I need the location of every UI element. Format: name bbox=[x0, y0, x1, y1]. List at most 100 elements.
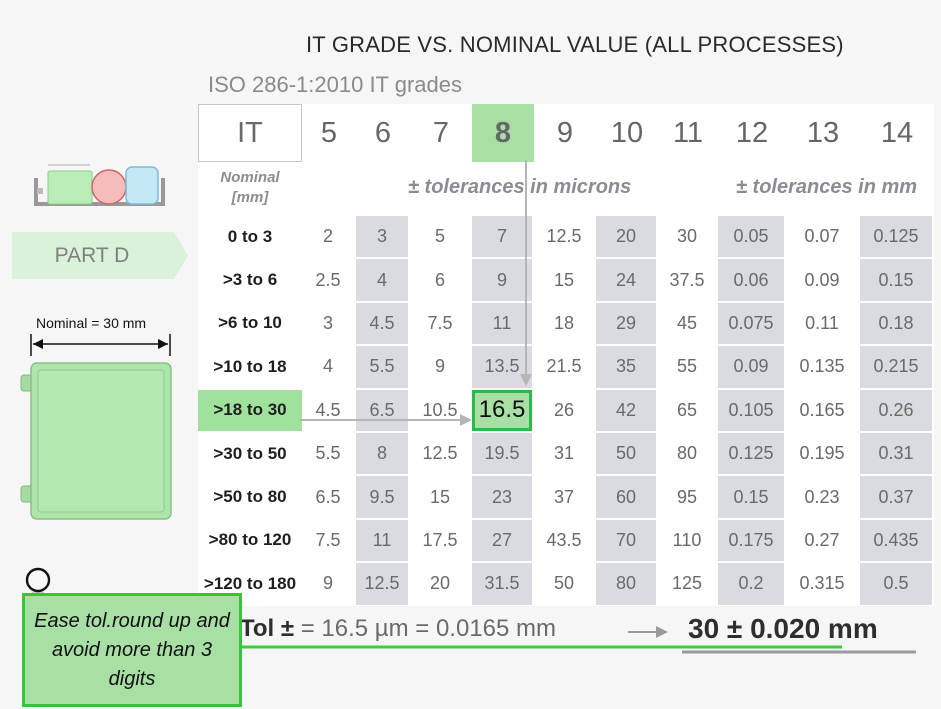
table-cell: 0.15 bbox=[860, 259, 932, 301]
table-cell: 0.23 bbox=[804, 486, 840, 507]
table-cell: 0.2 bbox=[718, 563, 784, 605]
table-cell: 13.5 bbox=[472, 346, 532, 388]
table-cell: 5 bbox=[434, 226, 445, 247]
result-value: 30 ± 0.020 mm bbox=[688, 613, 878, 644]
selected-tolerance-cell: 16.5 bbox=[472, 389, 532, 431]
it-grade-table: IT 5 6 7 8 9 10 11 12 13 14 Nominal [mm] ± tolerance… bbox=[198, 104, 934, 606]
table-cell: 35 bbox=[596, 346, 656, 388]
table-cell: 4.5 bbox=[315, 399, 341, 420]
table-cell: 80 bbox=[676, 443, 698, 464]
table-cell: 0.15 bbox=[718, 476, 784, 518]
table-cell: 12.5 bbox=[356, 563, 408, 605]
table-cell: 0.09 bbox=[804, 269, 840, 290]
arrow-right-icon bbox=[628, 626, 668, 638]
table-cell: 26 bbox=[553, 399, 575, 420]
table-cell: 3 bbox=[322, 312, 333, 333]
page-subtitle: ISO 286-1:2010 IT grades bbox=[208, 72, 462, 97]
table-cell: 0.135 bbox=[799, 356, 845, 377]
table-cell: 55 bbox=[676, 356, 698, 377]
table-cell: 6 bbox=[434, 269, 445, 290]
grade-header: 7 bbox=[432, 116, 450, 149]
it-label: IT bbox=[198, 104, 302, 162]
table-cell: 29 bbox=[596, 302, 656, 345]
table-cell: 0.11 bbox=[805, 312, 839, 333]
table-cell: 70 bbox=[596, 519, 656, 562]
row-label: >120 to 180 bbox=[203, 573, 297, 593]
table-cell: 0.18 bbox=[860, 302, 932, 345]
grade-header: 8 bbox=[472, 104, 534, 162]
table-cell: 0.165 bbox=[799, 399, 845, 420]
table-cell: 3 bbox=[356, 216, 408, 258]
grade-header: 6 bbox=[374, 116, 392, 149]
tol-prefix: Tol ± bbox=[240, 615, 295, 642]
table-cell: 80 bbox=[596, 563, 656, 605]
table-cell: 60 bbox=[596, 476, 656, 518]
grade-header: 14 bbox=[880, 116, 914, 149]
table-cell: 37.5 bbox=[669, 269, 705, 290]
part-box-icon bbox=[20, 362, 172, 520]
table-cell: 18 bbox=[553, 312, 575, 333]
table-cell: 37 bbox=[553, 486, 575, 507]
table-cell: 0.215 bbox=[860, 346, 932, 388]
table-cell: 0.31 bbox=[860, 433, 932, 475]
table-cell: 0.5 bbox=[860, 563, 932, 605]
table-cell: 4.5 bbox=[356, 302, 408, 345]
table-cell: 0.09 bbox=[718, 346, 784, 388]
table-cell: 0.37 bbox=[860, 476, 932, 518]
nominal-header: Nominal [mm] bbox=[220, 169, 280, 206]
parts-tray-icon bbox=[34, 164, 165, 206]
grade-header: 10 bbox=[610, 116, 644, 149]
table-cell: 5.5 bbox=[356, 346, 408, 388]
table-cell: 0.075 bbox=[718, 302, 784, 345]
table-cell: 17.5 bbox=[422, 529, 458, 550]
row-label: >50 to 80 bbox=[213, 487, 287, 507]
table-cell: 31 bbox=[553, 443, 575, 464]
table-cell: 0.195 bbox=[799, 443, 845, 464]
table-cell: 0.26 bbox=[860, 389, 932, 431]
row-label: >30 to 50 bbox=[213, 443, 287, 463]
table-cell: 21.5 bbox=[546, 356, 582, 377]
table-cell: 0.27 bbox=[804, 529, 840, 550]
table-cell: 50 bbox=[553, 573, 575, 594]
table-cell: 0.125 bbox=[860, 216, 932, 258]
table-cell: 23 bbox=[472, 476, 532, 518]
table-cell: 95 bbox=[676, 486, 698, 507]
table-cell: 0.07 bbox=[804, 226, 840, 247]
table-cell: 4 bbox=[356, 259, 408, 301]
tip-box: Ease tol.round up and avoid more than 3 … bbox=[22, 593, 242, 707]
table-cell: 9 bbox=[472, 259, 532, 301]
table-cell: 0.105 bbox=[718, 389, 784, 431]
table-cell: 0.125 bbox=[718, 433, 784, 475]
grade-header: 12 bbox=[735, 116, 769, 149]
tolerance-equation: Tol ± = 16.5 µm = 0.0165 mm bbox=[240, 615, 556, 643]
table-cell: 20 bbox=[596, 216, 656, 258]
table-cell: 0.06 bbox=[718, 259, 784, 301]
table-cell: 7.5 bbox=[427, 312, 453, 333]
grade-header: 11 bbox=[672, 116, 704, 149]
row-label: >80 to 120 bbox=[208, 530, 292, 550]
nominal-dimension-arrow bbox=[30, 334, 171, 356]
grade-header: 5 bbox=[320, 116, 338, 149]
table-cell: 15 bbox=[429, 486, 451, 507]
table-cell: 2.5 bbox=[315, 269, 341, 290]
table-cell: 12.5 bbox=[422, 443, 458, 464]
table-cell: 7.5 bbox=[315, 529, 341, 550]
grade-header: 9 bbox=[556, 116, 574, 149]
table-cell: 19.5 bbox=[472, 433, 532, 475]
table-cell: 27 bbox=[472, 519, 532, 562]
row-label: >6 to 10 bbox=[218, 313, 282, 333]
table-cell: 0.175 bbox=[718, 519, 784, 562]
row-label: 0 to 3 bbox=[227, 226, 273, 246]
table-cell: 7 bbox=[472, 216, 532, 258]
table-cell: 5.5 bbox=[315, 443, 341, 464]
table-cell: 9.5 bbox=[356, 476, 408, 518]
part-label-tag: PART D bbox=[12, 232, 188, 279]
table-cell: 8 bbox=[356, 433, 408, 475]
table-cell: 6.5 bbox=[356, 389, 408, 431]
nominal-dimension-label: Nominal = 30 mm bbox=[36, 315, 147, 331]
table-cell: 31.5 bbox=[472, 563, 532, 605]
table-cell: 43.5 bbox=[546, 529, 582, 550]
table-cell: 30 bbox=[676, 226, 698, 247]
table-cell: 24 bbox=[596, 259, 656, 301]
table-cell: 0.435 bbox=[860, 519, 932, 562]
